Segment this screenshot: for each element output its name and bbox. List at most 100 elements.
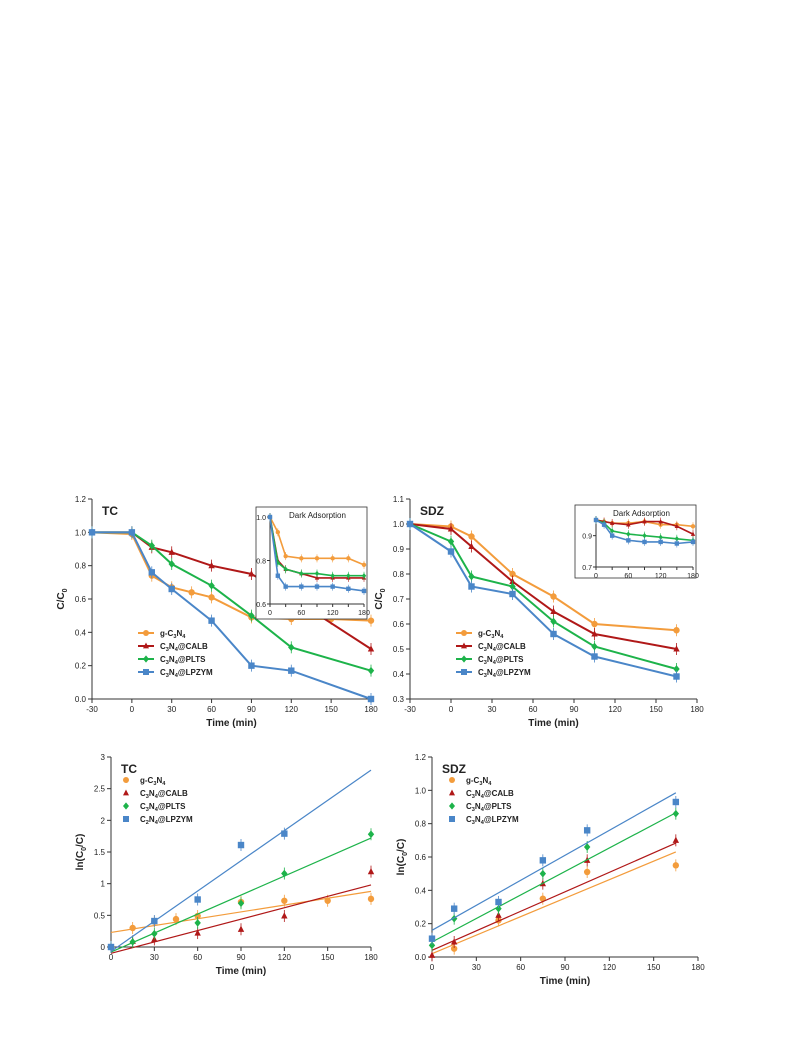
y-tick-label: 0.6 xyxy=(75,595,87,604)
data-point xyxy=(324,897,331,904)
data-point xyxy=(672,836,680,843)
inset-data-point xyxy=(690,531,696,536)
data-point xyxy=(468,533,475,540)
data-point xyxy=(673,645,680,652)
data-point xyxy=(168,548,175,555)
x-tick-label: 150 xyxy=(321,953,335,962)
x-tick-label: 0 xyxy=(449,705,454,714)
x-tick-label: 180 xyxy=(691,963,705,972)
data-point xyxy=(168,560,175,568)
data-point xyxy=(107,943,115,951)
data-point xyxy=(367,867,375,875)
data-point xyxy=(288,643,295,652)
data-point xyxy=(495,904,502,913)
legend-marker xyxy=(143,630,149,636)
panel-label: TC xyxy=(102,504,118,518)
inset-data-point xyxy=(275,573,281,578)
data-point xyxy=(129,938,136,946)
inset-data-point xyxy=(690,539,696,545)
legend-label: C3N4@CALB xyxy=(478,642,526,653)
data-point xyxy=(539,869,547,878)
legend-label: g-C3N4 xyxy=(478,629,504,640)
data-point xyxy=(447,548,455,555)
data-point xyxy=(550,630,557,638)
chart-panel-4: 0.0 0.2 0.4 0.6 0.8 1.0 1.2 0 30 60 90 120 150 180 Tim… xyxy=(396,753,705,987)
x-tick-label: 60 xyxy=(516,963,525,972)
data-point xyxy=(591,653,598,660)
inset-data-point xyxy=(346,586,351,591)
fit-line xyxy=(431,851,677,955)
y-tick-label: 1.0 xyxy=(75,528,87,537)
legend-marker xyxy=(449,777,455,783)
inset-data-point xyxy=(346,573,351,579)
inset-x-tick-label: 0 xyxy=(268,610,272,617)
inset-data-point xyxy=(609,520,615,525)
x-tick-label: 90 xyxy=(570,705,579,714)
x-axis-title: Time (min) xyxy=(528,718,578,729)
data-point xyxy=(208,617,215,624)
legend-label: C3N4@PLTS xyxy=(478,655,524,666)
inset-data-point xyxy=(299,556,304,561)
legend-marker xyxy=(123,789,129,796)
x-tick-label: 120 xyxy=(285,705,299,714)
y-tick-label: 0.4 xyxy=(415,886,427,895)
y-tick-label: 2.5 xyxy=(94,785,106,794)
inset-data-point xyxy=(275,530,281,535)
inset-data-point xyxy=(609,533,615,538)
inset-data-point xyxy=(690,524,696,529)
x-tick-label: 30 xyxy=(488,705,497,714)
inset-x-tick-label: 60 xyxy=(297,610,305,617)
inset-x-tick-label: 120 xyxy=(655,573,667,580)
x-tick-label: 30 xyxy=(150,953,159,962)
data-point xyxy=(281,830,288,837)
series-3 xyxy=(107,828,375,953)
y-tick-label: 1.0 xyxy=(393,520,405,529)
inset-data-point xyxy=(658,539,663,545)
legend-marker xyxy=(123,816,129,822)
data-point xyxy=(281,897,288,904)
fit-line xyxy=(431,792,677,931)
data-point xyxy=(550,617,557,626)
y-axis-title: ln(C0/C) xyxy=(396,839,409,876)
panel-label: SDZ xyxy=(442,762,466,776)
series-line xyxy=(92,531,372,700)
data-point xyxy=(237,841,245,849)
y-tick-label: 0.5 xyxy=(94,911,106,920)
series-2 xyxy=(107,865,375,954)
data-point xyxy=(672,798,680,806)
y-tick-label: 0.0 xyxy=(75,695,87,704)
legend-label: C3N4@PLTS xyxy=(160,655,206,666)
inset-data-point xyxy=(330,573,335,579)
x-tick-label: 150 xyxy=(649,705,663,714)
series-2 xyxy=(428,834,680,962)
fit-line xyxy=(431,842,677,951)
y-tick-label: 0.3 xyxy=(393,695,405,704)
inset-x-tick-label: 180 xyxy=(358,610,370,617)
y-tick-label: 0 xyxy=(101,943,106,952)
data-point xyxy=(172,915,180,923)
data-point xyxy=(367,666,375,675)
y-axis-title: C/C0 xyxy=(56,588,69,609)
chart-panel-2: 0.3 0.4 0.5 0.6 0.7 0.8 0.9 1.0 1.1 -30 0 30 60 90 120… xyxy=(374,495,704,729)
legend: g-C3N4 C3N4@CALB C3N4@PLTS C3N4@LPZYM xyxy=(456,629,531,679)
legend: g-C3N4 C3N4@CALB C3N4@PLTS C3N4@LPZYM xyxy=(449,776,519,826)
data-point xyxy=(148,541,155,550)
data-point xyxy=(509,590,516,598)
data-point xyxy=(281,912,288,919)
legend-label: C3N4@CALB xyxy=(160,642,208,653)
x-tick-label: 90 xyxy=(561,963,570,972)
y-tick-label: 0.8 xyxy=(415,820,427,829)
x-axis-title: Time (min) xyxy=(216,966,266,977)
data-point xyxy=(248,662,255,669)
data-point xyxy=(495,911,502,918)
legend-label: g-C3N4 xyxy=(160,629,186,640)
data-point xyxy=(550,607,557,615)
data-point xyxy=(591,630,598,637)
y-tick-label: 1.0 xyxy=(415,786,427,795)
data-point xyxy=(468,583,475,590)
inset-series-4 xyxy=(593,516,696,548)
y-tick-label: 0.8 xyxy=(393,570,405,579)
y-tick-label: 0.9 xyxy=(393,545,405,554)
legend: g-C3N4 C3N4@CALB C3N4@PLTS C3N4@LPZYM xyxy=(138,629,213,679)
